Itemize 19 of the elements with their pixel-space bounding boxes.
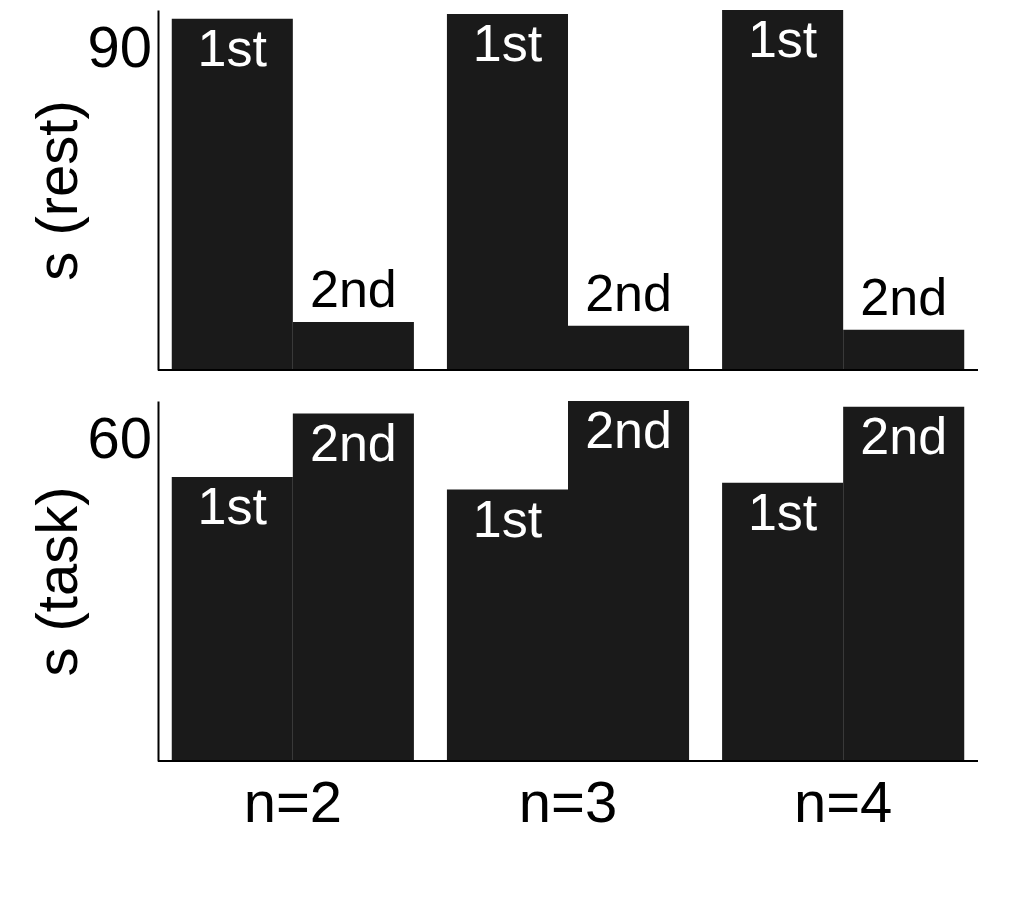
series-label: 1st	[197, 476, 268, 535]
text: 2nd	[860, 406, 948, 465]
text: 1st	[472, 13, 543, 72]
text: 60	[87, 405, 152, 470]
text: 2nd	[585, 401, 672, 459]
text: 90	[87, 14, 152, 79]
text: 2nd	[585, 263, 672, 322]
x-tick-label: n=3	[518, 768, 618, 834]
text: 2nd	[860, 267, 948, 326]
x-tick-label: n=2	[243, 768, 343, 834]
text: 1st	[472, 489, 543, 548]
text: 1st	[747, 482, 818, 541]
x-tick-label: n=4	[793, 768, 893, 834]
series-label: 2nd	[309, 413, 397, 472]
series-label: 2nd	[309, 260, 397, 319]
y-axis-title: s (task)	[23, 486, 89, 677]
series-label: 1st	[197, 18, 268, 77]
text: 1st	[747, 10, 818, 68]
y-axis-title: s (rest)	[23, 100, 89, 281]
